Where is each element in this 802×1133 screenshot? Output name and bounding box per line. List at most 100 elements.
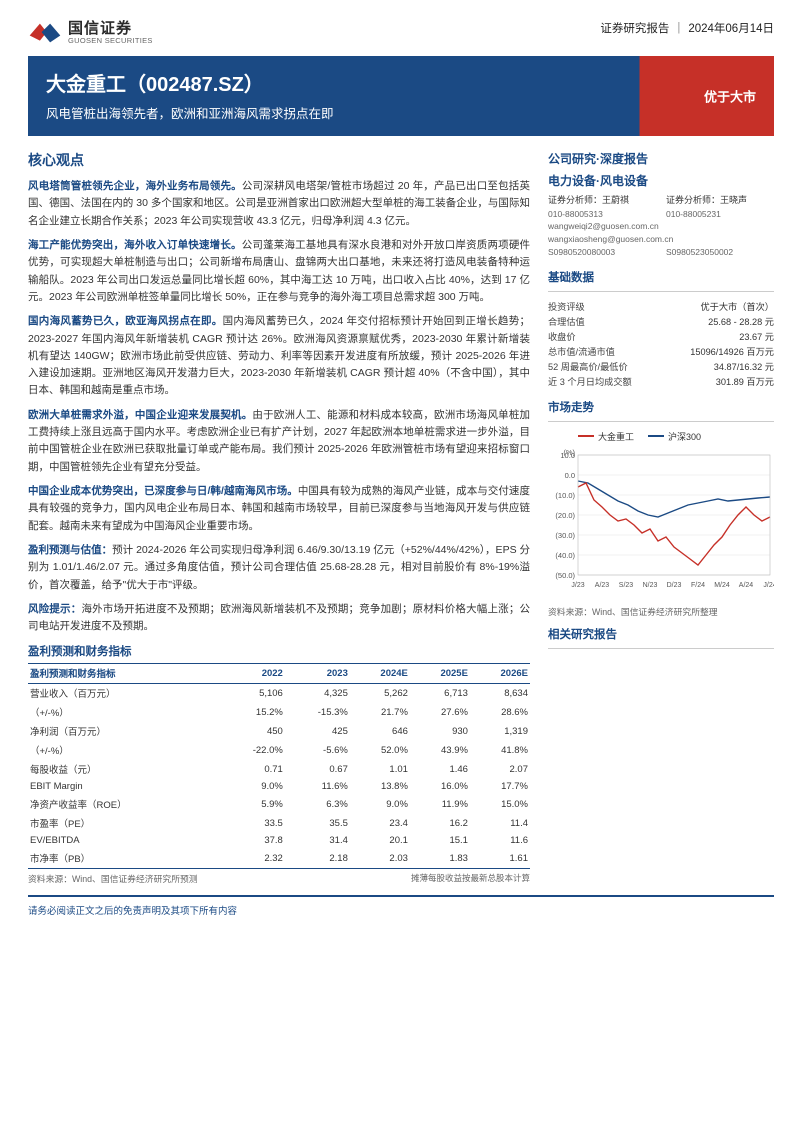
table-cell: 20.1 [350, 833, 410, 849]
core-heading: 核心观点 [28, 150, 530, 170]
analyst-code: S0980523050002 [666, 246, 774, 259]
side-meta2: 电力设备·风电设备 [548, 172, 774, 190]
table-cell: 4,325 [285, 683, 350, 703]
table-cell: 2.07 [470, 760, 530, 779]
table-cell: 0.71 [220, 760, 285, 779]
table-cell: 27.6% [410, 703, 470, 722]
table-cell: -5.6% [285, 741, 350, 760]
basic-value: 301.89 百万元 [716, 375, 774, 390]
paragraph-lead: 海工产能优势突出，海外收入订单快速增长。 [28, 239, 242, 251]
table-cell: 1,319 [470, 722, 530, 741]
table-cell: 净利润（百万元） [28, 722, 220, 741]
table-row: 市盈率（PE）33.535.523.416.211.4 [28, 814, 530, 833]
svg-text:(50.0): (50.0) [555, 571, 575, 580]
basic-value: 15096/14926 百万元 [690, 345, 774, 360]
paragraph-lead: 盈利预测与估值： [28, 544, 112, 556]
table-cell: 35.5 [285, 814, 350, 833]
table-cell: 17.7% [470, 779, 530, 795]
basic-heading: 基础数据 [548, 269, 774, 285]
table-cell: 28.6% [470, 703, 530, 722]
table-cell: （+/-%） [28, 703, 220, 722]
table-row: 市净率（PB）2.322.182.031.831.61 [28, 849, 530, 869]
svg-text:J/24: J/24 [763, 582, 774, 589]
table-cell: 市盈率（PE） [28, 814, 220, 833]
basic-row: 52 周最高价/最低价 34.87/16.32 元 [548, 360, 774, 375]
table-row: EBIT Margin9.0%11.6%13.8%16.0%17.7% [28, 779, 530, 795]
table-cell: 5,106 [220, 683, 285, 703]
analyst-name: 证券分析师：王晓声 [666, 194, 774, 208]
footer: 请务必阅读正文之后的免责声明及其项下所有内容 [28, 895, 774, 917]
table-cell: 43.9% [410, 741, 470, 760]
paragraph-lead: 国内海风蓄势已久，欧亚海风拐点在即。 [28, 315, 223, 327]
logo-text-cn: 国信证券 [68, 21, 153, 38]
basic-key: 52 周最高价/最低价 [548, 360, 628, 375]
header: 国信证券 GUOSEN SECURITIES 证券研究报告 | 2024年06月… [28, 20, 774, 46]
table-cell: EV/EBITDA [28, 833, 220, 849]
table-cell: 11.4 [470, 814, 530, 833]
basic-key: 收盘价 [548, 330, 576, 345]
basic-value: 34.87/16.32 元 [714, 360, 774, 375]
core-paragraph: 风险提示：海外市场开拓进度不及预期；欧洲海风新增装机不及预期；竞争加剧；原材料价… [28, 601, 530, 636]
basic-row: 收盘价23.67 元 [548, 330, 774, 345]
basic-row: 总市值/流通市值15096/14926 百万元 [548, 345, 774, 360]
table-cell: 2.32 [220, 849, 285, 869]
table-cell: 净资产收益率（ROE） [28, 795, 220, 814]
table-cell: （+/-%） [28, 741, 220, 760]
table-cell: 13.8% [350, 779, 410, 795]
table-cell: -22.0% [220, 741, 285, 760]
guosen-logo-icon [28, 20, 62, 46]
chart-heading: 市场走势 [548, 399, 774, 415]
table-cell: 41.8% [470, 741, 530, 760]
table-cell: 9.0% [350, 795, 410, 814]
table-cell: 646 [350, 722, 410, 741]
header-right: 证券研究报告 | 2024年06月14日 [600, 20, 774, 36]
fin-table-title: 盈利预测和财务指标 [28, 643, 530, 659]
table-cell: 11.6% [285, 779, 350, 795]
core-paragraph: 国内海风蓄势已久，欧亚海风拐点在即。国内海风蓄势已久，2024 年交付招标预计开… [28, 313, 530, 400]
table-header-row: 盈利预测和财务指标202220232024E2025E2026E [28, 663, 530, 683]
table-cell: 23.4 [350, 814, 410, 833]
table-header-cell: 2024E [350, 663, 410, 683]
table-cell: 21.7% [350, 703, 410, 722]
table-cell: 52.0% [350, 741, 410, 760]
table-cell: 1.61 [470, 849, 530, 869]
basic-key: 合理估值 [548, 315, 585, 330]
table-cell: 市净率（PB） [28, 849, 220, 869]
market-chart: 10.00.0(10.0)(20.0)(30.0)(40.0)(50.0)(%)… [548, 449, 774, 599]
svg-text:D/23: D/23 [667, 582, 682, 589]
header-sep: | [677, 22, 680, 34]
core-paragraph: 欧洲大单桩需求外溢，中国企业迎来发展契机。由于欧洲人工、能源和材料成本较高，欧洲… [28, 407, 530, 476]
table-cell: 营业收入（百万元） [28, 683, 220, 703]
table-row: 净资产收益率（ROE）5.9%6.3%9.0%11.9%15.0% [28, 795, 530, 814]
table-cell: 5.9% [220, 795, 285, 814]
table-cell: 9.0% [220, 779, 285, 795]
basic-key: 近 3 个月日均成交额 [548, 375, 632, 390]
related-heading: 相关研究报告 [548, 626, 774, 642]
report-date: 2024年06月14日 [688, 20, 774, 36]
core-paragraph: 盈利预测与估值：预计 2024-2026 年公司实现归母净利润 6.46/9.3… [28, 542, 530, 594]
paragraph-lead: 风险提示： [28, 603, 81, 615]
table-cell: 16.0% [410, 779, 470, 795]
analysts-block: 证券分析师：王蔚祺 010-88005313证券分析师：王晓声 010-8800… [548, 194, 774, 259]
core-body: 风电塔筒管桩领先企业，海外业务布局领先。公司深耕风电塔架/管桩市场超过 20 年… [28, 178, 530, 636]
report-subtitle: 风电管桩出海领先者，欧洲和亚洲海风需求拐点在即 [46, 103, 756, 122]
table-cell: 2.18 [285, 849, 350, 869]
basic-row: 投资评级优于大市（首次） [548, 300, 774, 315]
table-header-cell: 盈利预测和财务指标 [28, 663, 220, 683]
table-cell: 15.2% [220, 703, 285, 722]
table-row: （+/-%）-22.0%-5.6%52.0%43.9%41.8% [28, 741, 530, 760]
fin-note: 摊薄每股收益按最新总股本计算 [411, 872, 530, 885]
table-row: （+/-%）15.2%-15.3%21.7%27.6%28.6% [28, 703, 530, 722]
analyst-phone: 010-88005231 [666, 208, 774, 221]
rating-badge: 优于大市 [704, 87, 756, 106]
table-cell: 5,262 [350, 683, 410, 703]
table-header-cell: 2022 [220, 663, 285, 683]
table-cell: 15.0% [470, 795, 530, 814]
table-header-cell: 2025E [410, 663, 470, 683]
svg-text:S/23: S/23 [619, 582, 634, 589]
table-cell: 33.5 [220, 814, 285, 833]
table-cell: 37.8 [220, 833, 285, 849]
logo-text-en: GUOSEN SECURITIES [68, 37, 153, 45]
core-paragraph: 风电塔筒管桩领先企业，海外业务布局领先。公司深耕风电塔架/管桩市场超过 20 年… [28, 178, 530, 230]
paragraph-lead: 风电塔筒管桩领先企业，海外业务布局领先。 [28, 180, 242, 192]
